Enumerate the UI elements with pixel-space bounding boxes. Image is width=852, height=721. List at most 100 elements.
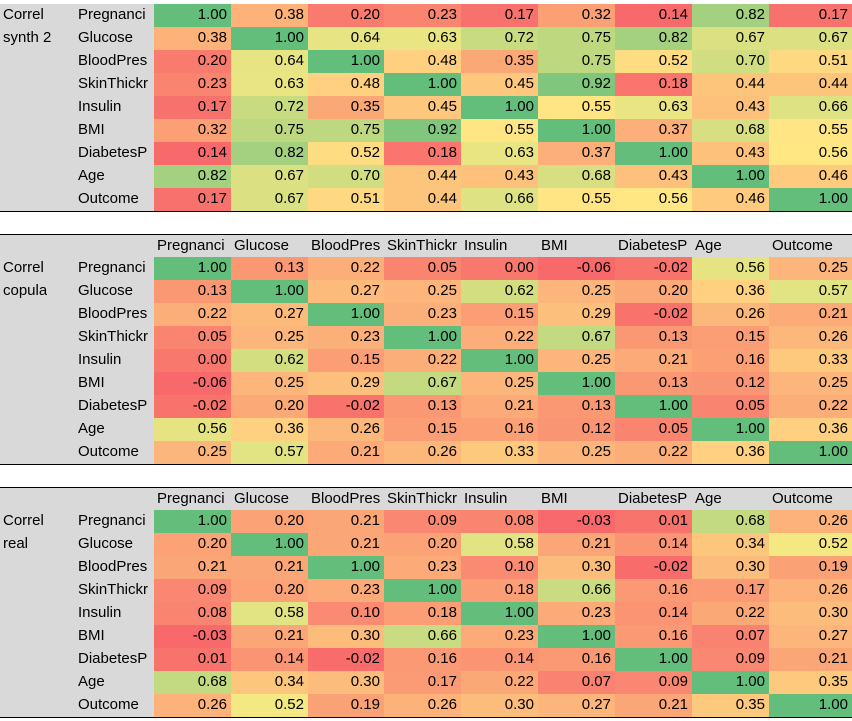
correlation-cell[interactable]: 0.15 [308,349,384,372]
correlation-cell[interactable]: 0.25 [769,257,852,280]
correlation-cell[interactable]: 0.46 [769,165,852,188]
correlation-cell[interactable]: 0.08 [154,602,231,625]
correlation-cell[interactable]: 0.09 [384,510,461,533]
block-title-cell[interactable]: Correl real [0,510,75,717]
correlation-cell[interactable]: 0.25 [231,326,308,349]
correlation-cell[interactable]: 0.26 [769,510,852,533]
correlation-cell[interactable]: 0.64 [308,27,384,50]
column-header-cell[interactable]: Pregnanci [157,237,225,254]
correlation-cell[interactable]: 0.22 [692,602,769,625]
header-corner-cell[interactable] [75,235,154,257]
correlation-cell[interactable]: -0.06 [538,257,615,280]
correlation-cell[interactable]: 1.00 [692,418,769,441]
correlation-cell[interactable]: 0.66 [461,188,538,211]
correlation-cell[interactable]: 0.82 [615,27,692,50]
correlation-cell[interactable]: 0.18 [461,579,538,602]
correlation-cell[interactable]: 0.25 [538,349,615,372]
correlation-cell[interactable]: 0.44 [692,73,769,96]
correlation-cell[interactable]: 0.62 [231,349,308,372]
correlation-cell[interactable]: 0.20 [154,533,231,556]
correlation-cell[interactable]: 0.30 [308,671,384,694]
column-header-cell[interactable]: BMI [541,490,568,507]
correlation-cell[interactable]: 0.67 [231,165,308,188]
correlation-cell[interactable]: 0.37 [538,142,615,165]
correlation-cell[interactable]: 0.68 [692,510,769,533]
row-label-cell[interactable]: Age [75,418,154,441]
correlation-cell[interactable]: 0.21 [538,533,615,556]
correlation-cell[interactable]: 0.48 [308,73,384,96]
correlation-cell[interactable]: 0.21 [231,556,308,579]
correlation-cell[interactable]: 0.07 [538,671,615,694]
correlation-cell[interactable]: 0.25 [538,280,615,303]
correlation-cell[interactable]: 1.00 [769,441,852,464]
correlation-cell[interactable]: 0.21 [461,395,538,418]
correlation-cell[interactable]: 0.55 [538,188,615,211]
correlation-cell[interactable]: 1.00 [231,533,308,556]
row-label-cell[interactable]: BloodPres [75,303,154,326]
correlation-cell[interactable]: 0.16 [384,648,461,671]
correlation-cell[interactable]: 0.27 [308,280,384,303]
correlation-cell[interactable]: 0.16 [461,418,538,441]
row-label-cell[interactable]: Outcome [75,188,154,211]
correlation-cell[interactable]: -0.03 [538,510,615,533]
correlation-cell[interactable]: 0.15 [384,418,461,441]
correlation-cell[interactable]: 1.00 [538,119,615,142]
correlation-cell[interactable]: 1.00 [384,579,461,602]
correlation-cell[interactable]: 0.66 [538,579,615,602]
correlation-cell[interactable]: 0.25 [384,280,461,303]
correlation-cell[interactable]: 0.10 [461,556,538,579]
correlation-cell[interactable]: 0.45 [384,96,461,119]
correlation-cell[interactable]: -0.02 [615,556,692,579]
correlation-cell[interactable]: 0.23 [384,556,461,579]
correlation-cell[interactable]: 0.23 [461,625,538,648]
correlation-cell[interactable]: 0.66 [769,96,852,119]
correlation-cell[interactable]: -0.02 [615,257,692,280]
correlation-cell[interactable]: -0.03 [154,625,231,648]
correlation-cell[interactable]: 0.72 [461,27,538,50]
column-header-cell[interactable]: Insulin [464,490,508,507]
correlation-cell[interactable]: 0.57 [769,280,852,303]
column-header-cell[interactable]: BloodPres [311,237,381,254]
correlation-cell[interactable]: 0.67 [692,27,769,50]
column-header-cell[interactable]: Glucose [234,237,290,254]
correlation-cell[interactable]: 0.09 [615,671,692,694]
column-header-cell[interactable]: SkinThickr [387,237,458,254]
correlation-cell[interactable]: 1.00 [384,73,461,96]
correlation-cell[interactable]: 0.08 [461,510,538,533]
correlation-cell[interactable]: 0.27 [769,625,852,648]
correlation-cell[interactable]: 0.20 [154,50,231,73]
correlation-cell[interactable]: 0.17 [692,579,769,602]
correlation-cell[interactable]: 0.25 [154,441,231,464]
correlation-cell[interactable]: 0.23 [384,4,461,27]
correlation-cell[interactable]: 0.72 [231,96,308,119]
correlation-cell[interactable]: 1.00 [384,326,461,349]
correlation-cell[interactable]: 0.52 [231,694,308,717]
correlation-cell[interactable]: 1.00 [308,303,384,326]
row-label-cell[interactable]: BMI [75,372,154,395]
correlation-cell[interactable]: 0.30 [308,625,384,648]
row-label-cell[interactable]: Outcome [75,694,154,717]
correlation-cell[interactable]: 0.55 [538,96,615,119]
correlation-cell[interactable]: 0.19 [769,556,852,579]
correlation-cell[interactable]: 0.25 [231,372,308,395]
correlation-cell[interactable]: 0.67 [769,27,852,50]
correlation-cell[interactable]: 0.16 [692,349,769,372]
correlation-cell[interactable]: 0.12 [692,372,769,395]
correlation-cell[interactable]: 0.26 [154,694,231,717]
correlation-cell[interactable]: 0.34 [231,671,308,694]
correlation-cell[interactable]: 0.21 [769,648,852,671]
row-label-cell[interactable]: SkinThickr [75,326,154,349]
correlation-cell[interactable]: 0.44 [769,73,852,96]
correlation-cell[interactable]: 1.00 [461,96,538,119]
correlation-cell[interactable]: 0.43 [692,142,769,165]
correlation-cell[interactable]: 0.92 [538,73,615,96]
column-header-cell[interactable]: Age [695,237,722,254]
row-label-cell[interactable]: Pregnanci [75,4,154,27]
row-label-cell[interactable]: BloodPres [75,556,154,579]
correlation-cell[interactable]: 0.14 [615,4,692,27]
correlation-cell[interactable]: 0.37 [615,119,692,142]
correlation-cell[interactable]: 1.00 [231,27,308,50]
correlation-cell[interactable]: 0.22 [615,441,692,464]
correlation-cell[interactable]: 0.67 [231,188,308,211]
row-label-cell[interactable]: Insulin [75,96,154,119]
